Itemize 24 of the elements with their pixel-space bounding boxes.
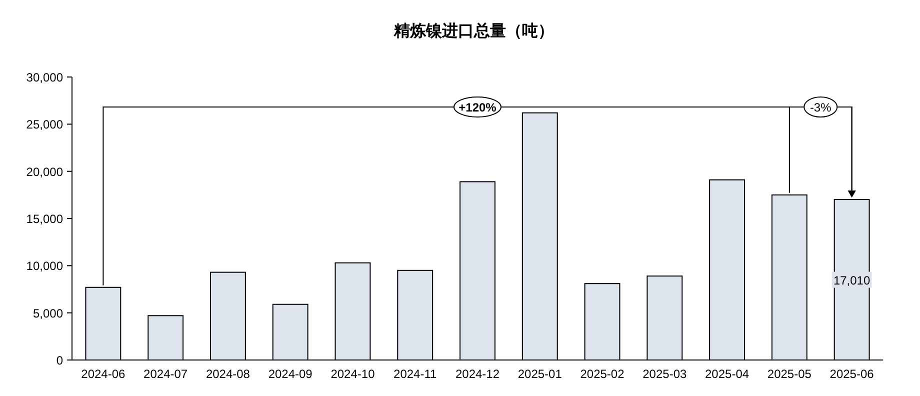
annotation: -3% [810,100,832,114]
x-tick-label: 2024-07 [144,367,188,381]
y-tick-label: 20,000 [26,164,64,179]
y-tick-label: 0 [56,354,64,368]
y-tick-label: 15,000 [26,212,64,226]
y-tick-label: 10,000 [26,259,64,274]
x-tick-label: 2025-01 [518,367,562,381]
x-tick-label: 2025-04 [705,367,750,381]
y-tick-label: 25,000 [26,118,64,132]
data-label: 17,010 [833,273,870,288]
x-tick-label: 2024-08 [206,367,250,381]
x-tick-label: 2025-03 [642,367,687,381]
y-tick-label: 30,000 [26,70,64,84]
x-tick-label: 2024-09 [268,367,313,381]
x-tick-label: 2024-11 [394,367,438,381]
y-tick-label: 5,000 [32,306,64,320]
x-tick-label: 2025-02 [580,367,625,381]
x-tick-label: 2024-06 [81,367,126,381]
x-tick-label: 2025-05 [767,367,812,381]
x-tick-label: 2024-10 [330,367,376,381]
chart-title: 精炼镍进口总量（吨） [393,22,554,40]
x-tick-label: 2025-06 [830,367,874,381]
x-tick-label: 2024-12 [455,367,500,381]
annotation: +120% [458,100,497,114]
